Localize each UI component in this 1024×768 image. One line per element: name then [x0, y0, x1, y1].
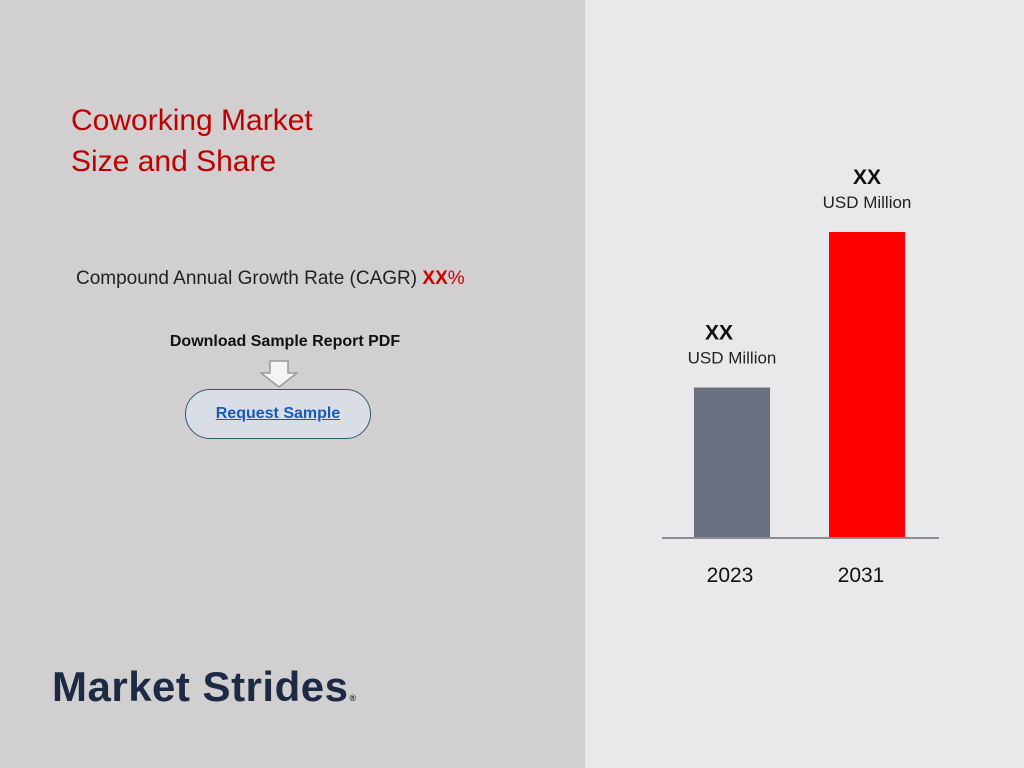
registered-mark: ®	[349, 693, 357, 703]
cagr-label: Compound Annual Growth Rate (CAGR)	[76, 268, 423, 289]
cagr-unit: %	[447, 268, 465, 289]
page-title: Coworking Market Size and Share	[71, 100, 471, 182]
x-tick-label-2023: 2023	[707, 564, 754, 587]
bar-value-label-2031: XX	[853, 166, 881, 189]
down-arrow-icon	[260, 360, 298, 388]
bar-unit-label-2023: USD Million	[688, 349, 777, 368]
left-panel	[0, 0, 585, 768]
cagr-text: Compound Annual Growth Rate (CAGR) XX%	[76, 268, 465, 290]
brand-name: Market Strides	[52, 663, 349, 710]
brand-logo: Market Strides®	[52, 663, 357, 711]
bar-chart: XX USD Million 2023 XX USD Million 2031	[662, 166, 939, 587]
x-tick-label-2031: 2031	[838, 564, 885, 587]
bar-2023	[694, 387, 770, 537]
download-label: Download Sample Report PDF	[169, 333, 401, 350]
bar-value-label-2023: XX	[705, 322, 733, 345]
bar-2031	[829, 232, 905, 537]
right-panel	[585, 0, 1024, 768]
cagr-value: XX	[422, 268, 448, 289]
request-sample-button[interactable]: Request Sample	[185, 389, 371, 439]
bar-unit-label-2031: USD Million	[823, 193, 912, 212]
title-line-1: Coworking Market	[71, 104, 313, 137]
title-line-2: Size and Share	[71, 145, 277, 178]
